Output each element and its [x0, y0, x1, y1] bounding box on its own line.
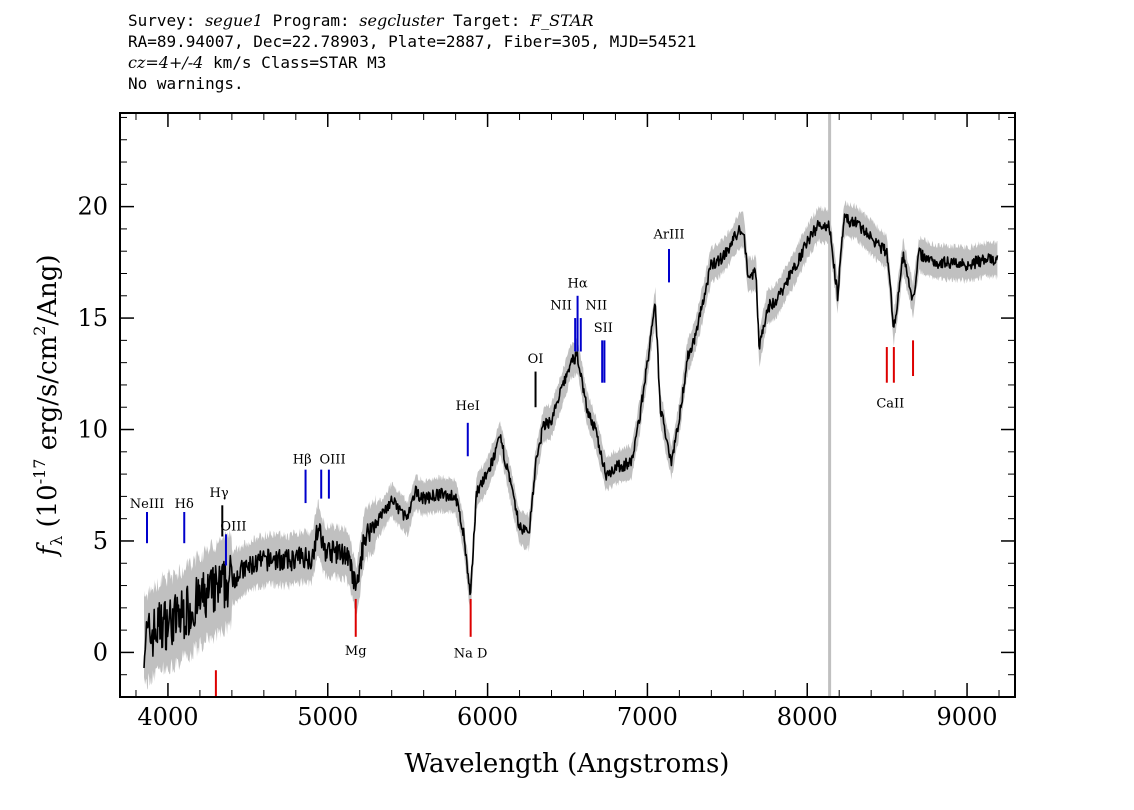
y-tick-label: 0 [93, 638, 108, 666]
x-tick-label: 8000 [777, 703, 838, 731]
line-label: OI [528, 352, 544, 367]
plot-frame [119, 112, 1016, 698]
header-line-2: RA=89.94007, Dec=22.78903, Plate=2887, F… [128, 32, 697, 51]
line-marker-layer [146, 248, 915, 697]
y-tick-label: 20 [77, 193, 108, 221]
line-label: Hγ [210, 486, 229, 501]
line-label: Hβ [293, 452, 312, 467]
line-label: CaII [876, 397, 904, 412]
line-label: OIII [320, 452, 346, 467]
redshift-value: cz=4+/-4 [128, 53, 204, 72]
x-tick-label: 5000 [297, 703, 358, 731]
y-axis-label: fλ (10-17 erg/s/cm2/Ang) [30, 254, 66, 557]
x-tick-label: 9000 [937, 703, 998, 731]
x-axis-label: Wavelength (Angstroms) [405, 749, 730, 779]
plot-header: Survey: segue1 Program: segcluster Targe… [128, 10, 696, 94]
y-tick-label: 5 [93, 527, 108, 555]
error-band [144, 200, 998, 690]
survey-value: segue1 [205, 11, 263, 30]
y-tick-label: 15 [77, 304, 108, 332]
spectrum-line [143, 213, 999, 669]
x-tick-label: 6000 [457, 703, 518, 731]
error-band-layer [144, 200, 998, 690]
line-label: HeI [456, 399, 480, 414]
header-line-3: cz=4+/-4 km/s Class=STAR M3 [128, 53, 387, 72]
x-tick-label: 7000 [617, 703, 678, 731]
y-tick-label: 10 [77, 416, 108, 444]
line-label: Na D [454, 646, 488, 661]
line-label: ArIII [652, 227, 684, 242]
header-line-4: No warnings. [128, 74, 244, 93]
line-label: OIII [220, 519, 246, 534]
header-line-1: Survey: segue1 Program: segcluster Targe… [128, 11, 594, 30]
line-label: NeIII [130, 497, 164, 512]
line-label: SII [594, 321, 613, 336]
line-label-layer: NeIII Hδ Hγ OIII Hβ OIII HeI OI NII Hα NII SII ArIII… [130, 227, 905, 661]
line-label: Hα [568, 276, 588, 291]
axis-layer: 4000 5000 6000 7000 8000 9000 0 5 10 15 20 [77, 113, 1015, 731]
line-label: Mg [345, 644, 367, 659]
spectrum-layer [143, 213, 999, 669]
target-value: F_STAR [530, 11, 594, 30]
line-label: Hδ [175, 497, 194, 512]
x-tick-label: 4000 [137, 703, 198, 731]
line-label: NII [550, 299, 572, 314]
line-label: NII [585, 299, 607, 314]
program-value: segcluster [359, 11, 444, 30]
